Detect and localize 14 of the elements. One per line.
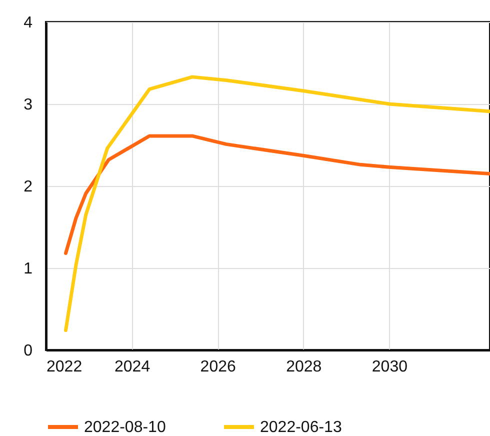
- y-tick-label: 0: [24, 342, 33, 360]
- x-tick-label: 2024: [114, 358, 150, 376]
- legend-label: 2022-06-13: [260, 419, 342, 436]
- line-series: [64, 75, 490, 332]
- y-tick-label: 4: [24, 14, 33, 32]
- x-tick-label: 2022: [46, 358, 82, 376]
- x-tick-label: 2030: [372, 358, 408, 376]
- legend-label: 2022-08-10: [84, 419, 166, 436]
- x-tick-label: 2026: [200, 358, 236, 376]
- x-tick-label: 2028: [286, 358, 322, 376]
- y-tick-label: 1: [24, 260, 33, 278]
- line-series: [64, 134, 490, 255]
- y-tick-label: 3: [24, 96, 33, 114]
- y-tick-label: 2: [24, 178, 33, 196]
